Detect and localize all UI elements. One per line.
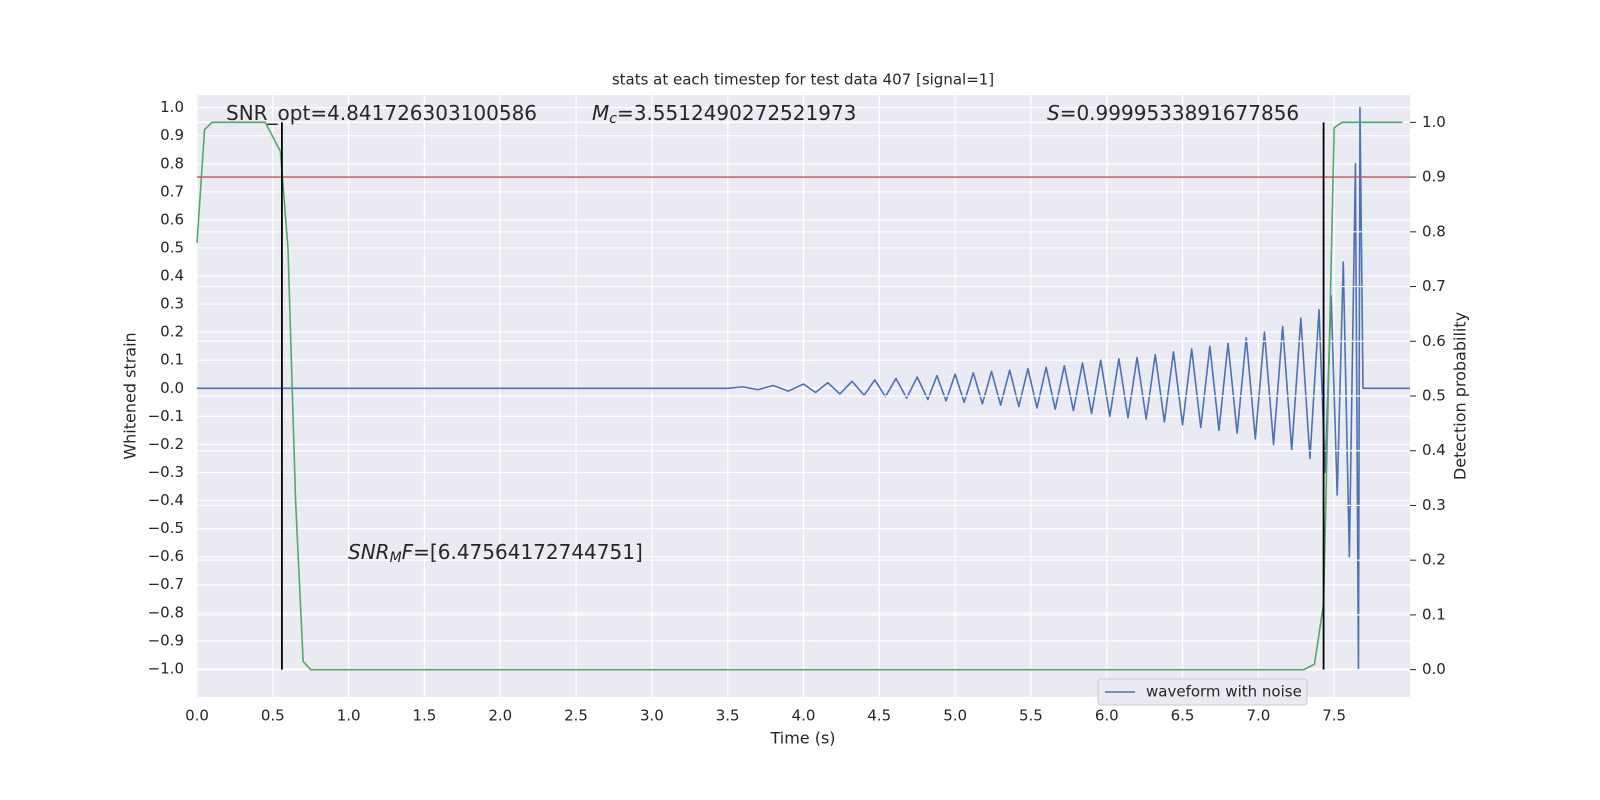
- y-tick-label: −0.3: [148, 463, 184, 481]
- annotation-part: S: [1047, 101, 1060, 125]
- y-tick-label: 0.0: [160, 379, 184, 397]
- x-tick-label: 6.5: [1171, 707, 1195, 725]
- y-tick-label: 0.3: [160, 295, 184, 313]
- y2-axis-label: Detection probability: [1451, 312, 1470, 480]
- annotation: SNRMF=[6.47564172744751]: [348, 540, 643, 567]
- annotation-part: =3.5512490272521973: [617, 101, 856, 125]
- x-tick-label: 4.0: [792, 707, 816, 725]
- x-tick-label: 0.0: [185, 707, 209, 725]
- y-tick-label: −1.0: [148, 659, 184, 677]
- annotation-part: =0.9999533891677856: [1060, 101, 1299, 125]
- y2-tick-label: 0.9: [1422, 168, 1446, 186]
- annotation: Mc=3.5512490272521973: [592, 101, 856, 128]
- x-tick-label: 1.5: [413, 707, 437, 725]
- y-tick-label: −0.2: [148, 435, 184, 453]
- x-tick-label: 1.0: [337, 707, 361, 725]
- chart-title: stats at each timestep for test data 407…: [612, 71, 994, 89]
- series-line: [197, 106, 1410, 670]
- y2-tick-label: 0.4: [1422, 441, 1446, 459]
- y2-tick-label: 0.7: [1422, 277, 1446, 295]
- probability-line: [196, 121, 1403, 671]
- x-tick-label: 0.5: [261, 707, 285, 725]
- annotation-part: c: [609, 111, 617, 127]
- y-tick-label: 0.1: [160, 351, 184, 369]
- x-tick-label: 5.0: [943, 707, 967, 725]
- annotation-part: M: [592, 101, 609, 125]
- y-tick-label: −0.9: [148, 631, 184, 649]
- y-tick-label: 0.9: [160, 126, 184, 144]
- y2-tick-label: 0.6: [1422, 332, 1446, 350]
- y-axis-label: Whitened strain: [121, 332, 140, 459]
- x-tick-label: 2.5: [564, 707, 588, 725]
- y-tick-label: −0.8: [148, 603, 184, 621]
- y-tick-label: −0.6: [148, 547, 184, 565]
- x-tick-label: 2.0: [488, 707, 512, 725]
- y-tick-label: −0.7: [148, 575, 184, 593]
- y2-tick-label: 0.2: [1422, 551, 1446, 569]
- y-tick-label: 0.4: [160, 267, 184, 285]
- y-tick-label: 0.2: [160, 323, 184, 341]
- x-tick-label: 5.5: [1019, 707, 1043, 725]
- x-tick-label: 7.5: [1322, 707, 1346, 725]
- y2-tick-label: 0.0: [1422, 660, 1446, 678]
- y-tick-label: −0.4: [148, 491, 184, 509]
- y2-tick-label: 0.3: [1422, 496, 1446, 514]
- annotation-part: SNR: [348, 540, 390, 564]
- annotation-part: M: [390, 550, 402, 566]
- x-axis-label: Time (s): [769, 729, 835, 748]
- x-tick-label: 4.5: [867, 707, 891, 725]
- y-tick-label: 0.8: [160, 154, 184, 172]
- annotation: SNR_opt=4.841726303100586: [226, 101, 537, 125]
- y2-tick-label: 0.8: [1422, 222, 1446, 240]
- legend-box: [1097, 678, 1308, 706]
- annotation-part: SNR_opt=4.841726303100586: [226, 101, 537, 125]
- legend: waveform with noise: [1097, 678, 1308, 706]
- y2-tick-label: 0.1: [1422, 605, 1446, 623]
- annotation: S=0.9999533891677856: [1047, 101, 1299, 125]
- y-tick-label: −0.5: [148, 519, 184, 537]
- y-tick-label: −0.1: [148, 407, 184, 425]
- annotation-part: =[6.47564172744751]: [413, 540, 643, 564]
- y-tick-label: 0.5: [160, 238, 184, 256]
- y-tick-label: 0.6: [160, 210, 184, 228]
- y-tick-label: 0.7: [160, 182, 184, 200]
- annotation-part: F: [402, 540, 414, 564]
- x-tick-label: 3.0: [640, 707, 664, 725]
- x-tick-label: 3.5: [716, 707, 740, 725]
- y2-tick-label: 0.5: [1422, 387, 1446, 405]
- x-tick-label: 6.0: [1095, 707, 1119, 725]
- y-tick-label: 1.0: [160, 98, 184, 116]
- legend-label: waveform with noise: [1146, 683, 1302, 701]
- x-tick-label: 7.0: [1246, 707, 1270, 725]
- y2-tick-label: 1.0: [1422, 113, 1446, 131]
